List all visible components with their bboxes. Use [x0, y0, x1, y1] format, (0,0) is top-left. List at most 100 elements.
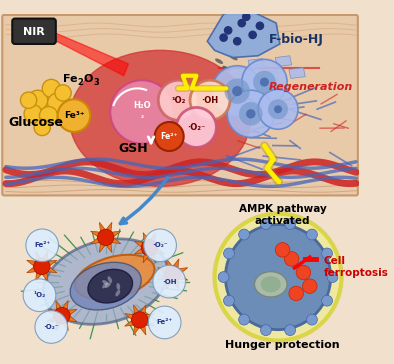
Circle shape — [249, 31, 256, 39]
Polygon shape — [47, 300, 77, 331]
Text: Fe²⁺: Fe²⁺ — [160, 132, 178, 141]
Ellipse shape — [261, 276, 281, 293]
Polygon shape — [125, 305, 155, 335]
Circle shape — [322, 295, 333, 306]
Circle shape — [55, 85, 71, 101]
Polygon shape — [134, 233, 165, 263]
Text: activated: activated — [255, 216, 310, 226]
Polygon shape — [289, 68, 305, 78]
Text: GSH: GSH — [118, 142, 148, 155]
Ellipse shape — [108, 276, 112, 283]
Circle shape — [54, 307, 70, 324]
Circle shape — [284, 252, 299, 266]
Circle shape — [144, 229, 177, 262]
Circle shape — [289, 286, 303, 301]
Text: Regeneration: Regeneration — [269, 82, 353, 92]
Polygon shape — [51, 31, 128, 76]
Circle shape — [20, 92, 37, 108]
Polygon shape — [91, 222, 121, 253]
Circle shape — [239, 229, 249, 240]
Text: Fe³⁺: Fe³⁺ — [64, 111, 84, 120]
Circle shape — [238, 20, 245, 27]
Circle shape — [246, 109, 256, 119]
Circle shape — [274, 105, 282, 113]
Circle shape — [243, 13, 250, 20]
Text: ¹O₂: ¹O₂ — [33, 292, 46, 298]
Ellipse shape — [102, 280, 109, 285]
Circle shape — [285, 325, 296, 336]
Text: Fe²⁺: Fe²⁺ — [156, 320, 173, 325]
Polygon shape — [262, 70, 278, 81]
Circle shape — [39, 107, 58, 125]
Circle shape — [285, 218, 296, 229]
Circle shape — [155, 122, 184, 151]
Circle shape — [110, 80, 174, 144]
Text: Fe: Fe — [63, 74, 78, 84]
Text: ·O₂⁻: ·O₂⁻ — [152, 242, 168, 248]
Circle shape — [153, 265, 186, 298]
Circle shape — [260, 78, 269, 87]
Circle shape — [296, 265, 311, 280]
Text: ¹O₂: ¹O₂ — [171, 96, 186, 105]
Text: NIR: NIR — [23, 27, 45, 37]
Text: Fe²⁺: Fe²⁺ — [34, 242, 50, 248]
Circle shape — [227, 90, 274, 137]
Circle shape — [26, 229, 59, 262]
Text: ·O₂⁻: ·O₂⁻ — [187, 123, 206, 132]
Circle shape — [165, 266, 181, 282]
Ellipse shape — [117, 283, 120, 290]
Circle shape — [258, 89, 298, 129]
Circle shape — [232, 86, 242, 96]
Circle shape — [141, 240, 158, 256]
Polygon shape — [27, 252, 57, 282]
Circle shape — [322, 248, 333, 259]
Circle shape — [132, 312, 148, 328]
Text: 3: 3 — [94, 79, 100, 87]
Ellipse shape — [69, 50, 251, 186]
Circle shape — [275, 242, 290, 257]
FancyBboxPatch shape — [12, 19, 56, 44]
Circle shape — [42, 79, 60, 98]
Circle shape — [212, 66, 263, 116]
Circle shape — [58, 99, 90, 132]
Ellipse shape — [43, 239, 168, 324]
Text: ·O₂⁻: ·O₂⁻ — [43, 324, 59, 330]
Circle shape — [190, 80, 230, 120]
Circle shape — [158, 80, 198, 120]
Circle shape — [33, 258, 50, 275]
Ellipse shape — [102, 282, 108, 288]
Ellipse shape — [255, 272, 287, 297]
Text: ·OH: ·OH — [162, 278, 177, 285]
Text: O: O — [83, 74, 93, 84]
Circle shape — [148, 306, 181, 339]
Circle shape — [303, 279, 317, 293]
Circle shape — [23, 279, 56, 312]
Circle shape — [260, 325, 271, 336]
Circle shape — [253, 71, 276, 94]
Polygon shape — [275, 56, 292, 67]
Circle shape — [223, 248, 234, 259]
Circle shape — [48, 93, 68, 113]
Circle shape — [260, 218, 271, 229]
Circle shape — [234, 37, 241, 45]
Circle shape — [239, 102, 263, 126]
Ellipse shape — [215, 59, 223, 64]
Circle shape — [239, 314, 249, 325]
Text: ferroptosis: ferroptosis — [323, 268, 388, 277]
Text: F-bio-HJ: F-bio-HJ — [269, 33, 324, 46]
Text: Cell: Cell — [323, 256, 346, 266]
Polygon shape — [158, 259, 188, 289]
Circle shape — [24, 105, 42, 123]
Circle shape — [220, 34, 227, 41]
Circle shape — [242, 59, 287, 105]
Circle shape — [34, 119, 50, 135]
Ellipse shape — [115, 290, 120, 296]
Circle shape — [28, 90, 48, 110]
Circle shape — [225, 27, 232, 34]
Text: H₂O: H₂O — [133, 101, 151, 110]
Text: 2: 2 — [78, 79, 84, 87]
Ellipse shape — [70, 262, 141, 310]
Ellipse shape — [75, 255, 154, 300]
Circle shape — [307, 314, 318, 325]
Circle shape — [218, 272, 229, 282]
